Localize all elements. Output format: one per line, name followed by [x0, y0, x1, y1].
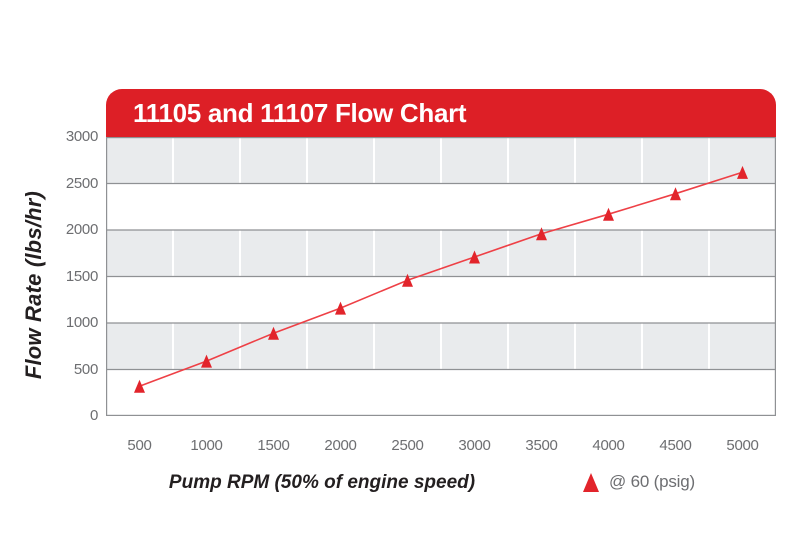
series-line: [139, 171, 743, 387]
x-tick-label: 3500: [525, 437, 558, 454]
data-point-marker: [536, 227, 547, 241]
data-point-marker: [670, 187, 681, 201]
y-axis-title: Flow Rate (lbs/hr): [14, 142, 54, 428]
y-tick-label: 1000: [65, 314, 98, 331]
data-point-marker: [737, 165, 748, 179]
data-point-marker: [402, 273, 413, 287]
data-point-marker: [268, 326, 279, 340]
y-tick-label: 3000: [65, 128, 98, 145]
legend: @ 60 (psig): [583, 468, 695, 496]
x-tick-label: 4000: [592, 437, 625, 454]
x-tick-label: 3000: [458, 437, 491, 454]
x-tick-label: 4500: [659, 437, 692, 454]
data-point-marker: [335, 301, 346, 315]
x-tick-label: 500: [127, 437, 152, 454]
y-tick-label: 0: [89, 407, 98, 424]
x-tick-label: 5000: [726, 437, 759, 454]
x-tick-label: 1500: [257, 437, 290, 454]
legend-label: @ 60 (psig): [609, 472, 695, 491]
x-tick-label: 2500: [391, 437, 424, 454]
data-point-marker: [134, 379, 145, 393]
x-axis-title: Pump RPM (50% of engine speed): [168, 472, 476, 493]
x-tick-label: 2000: [324, 437, 357, 454]
y-tick-label: 500: [73, 360, 98, 378]
y-tick-label: 2000: [65, 221, 98, 238]
data-point-marker: [201, 354, 212, 368]
y-tick-label: 1500: [65, 267, 98, 285]
y-tick-label: 2500: [65, 174, 98, 192]
data-point-marker: [603, 207, 614, 221]
chart-title-banner: 11105 and 11107 Flow Chart: [106, 89, 776, 137]
plot-area: [106, 137, 776, 416]
x-tick-label: 1000: [190, 437, 223, 454]
plot-border: [106, 137, 776, 416]
legend-triangle-icon: [583, 472, 599, 492]
y-axis-title-text: Flow Rate (lbs/hr): [21, 190, 46, 380]
chart-title: 11105 and 11107 Flow Chart: [133, 97, 467, 128]
data-point-marker: [469, 250, 480, 264]
